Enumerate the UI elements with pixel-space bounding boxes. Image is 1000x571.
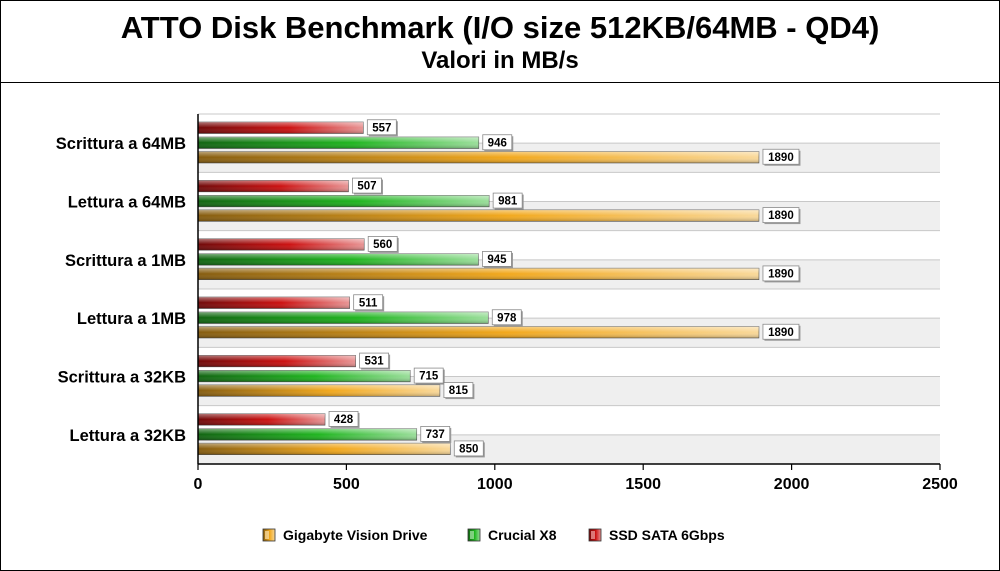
data-label-box [492,192,523,209]
bar-shine [198,443,451,455]
data-label: 507 [357,181,376,193]
data-label-box [328,411,359,427]
data-label-box [482,134,513,151]
category-label: Scrittura a 32KB [58,369,186,387]
data-label: 850 [459,443,478,455]
chart-title: ATTO Disk Benchmark (I/O size 512KB/64MB… [120,10,880,45]
data-label-box [367,236,398,252]
data-label-box [762,323,800,340]
category-label: Scrittura a 1MB [65,252,186,270]
data-label-box [359,352,390,369]
data-label-box [353,294,384,311]
data-label: 946 [488,137,507,149]
legend-label: Crucial X8 [488,527,557,543]
data-label: 737 [426,429,445,441]
bar-shine [198,137,479,149]
legend: Gigabyte Vision Drive Crucial X8 SSD SATA … [262,527,725,543]
category-label: Lettura a 1MB [77,310,186,328]
bars: 557 946 1890 507 981 1890 560 945 1890 511 978 1890… [197,119,801,458]
data-label-box [482,251,512,267]
data-label: 981 [498,196,518,208]
legend-label: Gigabyte Vision Drive [283,527,428,543]
data-label-box [762,207,800,223]
chart-subtitle: Valori in MB/s [421,47,579,74]
bar-shine [198,326,759,338]
data-label: 531 [365,356,385,368]
bar-shine [198,209,759,222]
data-label: 945 [487,254,507,266]
legend-label: SSD SATA 6Gbps [609,527,725,543]
data-label-box [420,426,451,442]
bar-shine [198,413,326,426]
x-tick-label: 1500 [625,476,661,493]
title-box: ATTO Disk Benchmark (I/O size 512KB/64MB… [1,1,999,83]
data-label-box [453,440,484,457]
x-tick-label: 1000 [477,476,513,493]
bar-shine [198,384,440,397]
bar-shine [198,195,490,207]
data-label: 1890 [768,210,794,222]
data-label: 557 [372,122,391,134]
legend-swatch-highlight [470,531,474,539]
data-label: 428 [334,414,354,426]
x-tick-label: 2500 [922,476,958,493]
data-label-box [352,177,382,194]
data-label: 1890 [768,152,794,164]
data-label-box [366,119,397,136]
data-label: 1890 [768,268,794,280]
axes: 0 500 1000 1500 2000 2500 Scrittura a 64MB Lett… [56,114,958,493]
legend-swatch-highlight [265,531,269,539]
bar-shine [198,253,479,266]
data-label: 978 [497,312,517,324]
legend-swatch-highlight [591,531,595,539]
bar-shine [198,151,759,163]
bar-shine [198,238,365,251]
bar-shine [198,355,356,367]
category-label: Lettura a 32KB [70,427,187,445]
x-tick-label: 0 [194,476,203,493]
bar-shine [198,312,489,324]
bar-shine [198,268,759,280]
data-label-box [413,367,444,384]
data-label: 715 [419,371,439,383]
x-tick-label: 2000 [774,476,810,493]
data-label-box [443,382,474,398]
bar-shine [198,370,411,382]
data-label-box [762,265,800,282]
data-label: 815 [449,385,469,397]
data-label-box [491,309,522,326]
bar-shine [198,297,350,309]
plot-background [198,113,940,465]
bar-shine [198,428,417,441]
data-label: 1890 [768,327,794,339]
category-label: Lettura a 64MB [68,194,186,212]
data-label: 511 [359,297,378,309]
data-label-box [762,148,800,165]
x-tick-label: 500 [333,476,360,493]
bar-shine [198,180,349,192]
data-label: 560 [373,239,392,251]
category-label: Scrittura a 64MB [56,135,186,153]
bar-shine [198,122,364,134]
